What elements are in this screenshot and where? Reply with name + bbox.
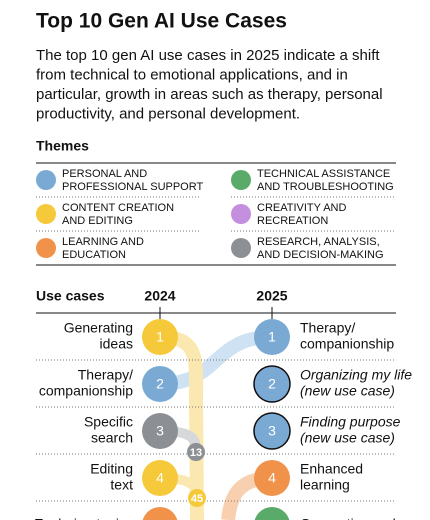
rank-number: 45 bbox=[191, 493, 203, 505]
rank-marker bbox=[142, 366, 178, 402]
rank-marker bbox=[187, 443, 205, 461]
use-case-label: Therapy/ bbox=[78, 367, 133, 383]
rank-number: 1 bbox=[268, 329, 276, 345]
use-case-label: Enhanced bbox=[300, 461, 363, 477]
rank-marker bbox=[142, 507, 178, 520]
theme-label: AND EDITING bbox=[62, 215, 133, 227]
theme-label: PERSONAL AND bbox=[62, 168, 147, 180]
theme-label: CREATIVITY AND bbox=[257, 202, 347, 214]
use-case-label: search bbox=[91, 430, 133, 446]
theme-swatch bbox=[231, 238, 251, 258]
use-case-label: companionship bbox=[300, 336, 394, 352]
description: productivity, and personal development. bbox=[36, 105, 300, 122]
rank-number: 13 bbox=[190, 447, 202, 459]
use-case-label: (new use case) bbox=[300, 383, 395, 399]
theme-label: AND DECISION-MAKING bbox=[257, 249, 384, 261]
rank-marker bbox=[254, 507, 290, 520]
title: Top 10 Gen AI Use Cases bbox=[36, 10, 287, 33]
rank-number: 5 bbox=[268, 517, 276, 520]
rank-number: 4 bbox=[268, 470, 276, 486]
rank-marker bbox=[142, 319, 178, 355]
theme-label: TECHNICAL ASSISTANCE bbox=[257, 168, 390, 180]
use-case-label: Organizing my life bbox=[300, 367, 412, 383]
rank-marker bbox=[188, 489, 206, 507]
theme-swatch bbox=[36, 170, 56, 190]
column-header: 2024 bbox=[144, 288, 175, 304]
rank-number: 3 bbox=[268, 423, 276, 439]
use-case-label: Editing bbox=[90, 461, 133, 477]
rank-marker bbox=[253, 412, 291, 450]
theme-label: RECREATION bbox=[257, 215, 328, 227]
rank-marker bbox=[253, 365, 291, 403]
theme-label: EDUCATION bbox=[62, 249, 126, 261]
rank-number: 4 bbox=[156, 470, 164, 486]
use-case-label: ideas bbox=[100, 336, 133, 352]
theme-label: PROFESSIONAL SUPPORT bbox=[62, 181, 203, 193]
rank-number: 5 bbox=[156, 517, 164, 520]
use-case-label: companionship bbox=[39, 383, 133, 399]
theme-label: LEARNING AND bbox=[62, 236, 144, 248]
theme-label: RESEARCH, ANALYSIS, bbox=[257, 236, 380, 248]
description: from technical to emotional applications… bbox=[36, 66, 348, 83]
theme-swatch bbox=[231, 204, 251, 224]
theme-swatch bbox=[36, 238, 56, 258]
use-case-label: Generating bbox=[64, 320, 133, 336]
rank-number: 1 bbox=[156, 329, 164, 345]
description: The top 10 gen AI use cases in 2025 indi… bbox=[36, 47, 380, 64]
use-case-label: Exploring topics bbox=[34, 516, 133, 520]
rank-marker bbox=[254, 319, 290, 355]
theme-swatch bbox=[231, 170, 251, 190]
use-case-label: Generating code bbox=[300, 516, 404, 520]
use-case-label: Finding purpose bbox=[300, 414, 401, 430]
theme-swatch bbox=[36, 204, 56, 224]
description: particular, growth in areas such as ther… bbox=[36, 86, 383, 103]
use-case-label: Therapy/ bbox=[300, 320, 355, 336]
theme-label: CONTENT CREATION bbox=[62, 202, 174, 214]
use-case-label: Specific bbox=[84, 414, 133, 430]
theme-label: AND TROUBLESHOOTING bbox=[257, 181, 394, 193]
use-case-label: learning bbox=[300, 477, 350, 493]
rank-number: 3 bbox=[156, 423, 164, 439]
rank-number: 2 bbox=[156, 376, 164, 392]
section-title: Use cases bbox=[36, 288, 105, 304]
rank-marker bbox=[254, 460, 290, 496]
rank-marker bbox=[142, 460, 178, 496]
use-case-label: text bbox=[110, 477, 133, 493]
rank-number: 2 bbox=[268, 376, 276, 392]
section-title: Themes bbox=[36, 138, 89, 154]
column-header: 2025 bbox=[256, 288, 287, 304]
rank-marker bbox=[142, 413, 178, 449]
use-case-label: (new use case) bbox=[300, 430, 395, 446]
